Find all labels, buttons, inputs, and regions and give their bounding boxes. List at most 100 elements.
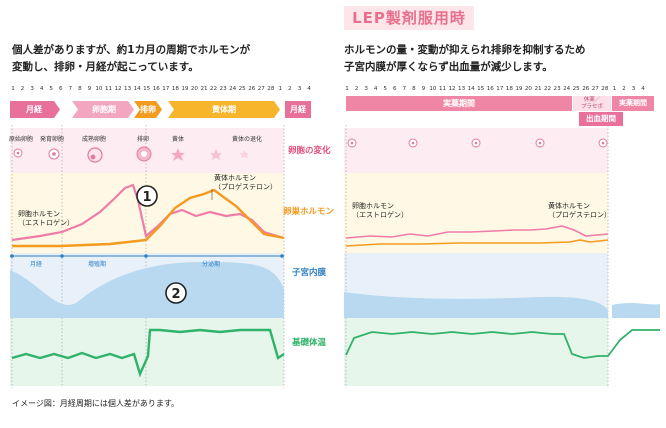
right-bbt-curve xyxy=(345,329,660,359)
left-bbt-band xyxy=(10,318,284,386)
menstruation-phase-shape xyxy=(10,101,60,118)
right-day-number: 3 xyxy=(631,86,636,92)
right-day-number: 26 xyxy=(582,86,590,92)
left-day-number: 16 xyxy=(152,86,160,92)
right-day-number: 2 xyxy=(354,86,359,92)
left-progesterone-label: 黄体ホルモン （プロゲステロン） xyxy=(214,174,277,192)
right-day-number: 22 xyxy=(543,86,552,92)
egg-icons-left xyxy=(13,146,249,163)
ovarian-hormone-label: 卵巣ホルモン xyxy=(283,207,335,217)
right-day-number: 16 xyxy=(486,86,494,92)
right-endometrium-next-shape xyxy=(612,302,660,318)
egg-label-ovulation: 排卵 xyxy=(137,136,150,143)
right-day-number: 18 xyxy=(505,86,513,92)
right-day-number: 11 xyxy=(438,86,447,92)
left-progesterone-curve xyxy=(12,188,285,248)
phase-menstruation-next: 月経 xyxy=(285,101,311,118)
left-day-number: 5 xyxy=(49,86,53,92)
placebo-line-2: プラセボ xyxy=(580,104,603,110)
left-day-number: 27 xyxy=(257,86,265,92)
left-day-number: 21 xyxy=(200,86,208,92)
corpus-luteum-icon xyxy=(171,148,185,161)
endometrium-label: 子宮内膜 xyxy=(292,268,327,278)
phase-follicular: 卵胞期 xyxy=(92,105,116,114)
left-day-number: 8 xyxy=(78,86,82,92)
left-day-number: 6 xyxy=(58,86,63,92)
active-period-bar: 実薬期間 xyxy=(346,96,572,111)
egg-change-label: 卵胞の変化 xyxy=(288,146,331,156)
placebo-label: 休薬／ プラセボ xyxy=(573,97,611,111)
left-day-number: 4 xyxy=(39,86,44,92)
right-day-number: 23 xyxy=(553,86,561,92)
right-day-number: 20 xyxy=(524,86,532,92)
corpus-luteum-regressing-icon xyxy=(210,149,222,160)
right-day-number: 9 xyxy=(421,86,426,92)
right-day-number: 1 xyxy=(612,86,617,92)
endometrium-proliferative-label: 増殖期 xyxy=(88,261,107,268)
corpus-luteum-faded-icon xyxy=(239,150,249,158)
egg-label-primordial: 原始卵胞 xyxy=(9,136,34,143)
left-day-number: 12 xyxy=(114,86,122,92)
bleeding-period-bar: 出血期間 xyxy=(579,112,623,126)
left-day-number: 18 xyxy=(171,86,179,92)
left-day-number: 28 xyxy=(267,86,275,92)
right-day-number: 17 xyxy=(496,86,504,92)
right-estrogen-curve xyxy=(345,225,609,239)
left-day-number: 3 xyxy=(297,86,302,92)
right-day-number: 14 xyxy=(467,86,475,92)
left-estrogen-curve xyxy=(11,183,285,242)
egg-label-corpus-luteum: 黄体 xyxy=(172,136,185,143)
left-description-line-1: 個人差がありますが、約1カ月の周期でホルモンが xyxy=(12,44,251,56)
footnote: イメージ図：月経周期には個人差があります。 xyxy=(12,399,180,408)
right-description: ホルモンの量・変動が抑えられ排卵を抑制するため 子宮内膜が厚くならず出血量が減少… xyxy=(344,42,586,76)
right-day-number: 4 xyxy=(641,86,645,92)
right-estrogen-label: 卵胞ホルモン （エストロゲン） xyxy=(352,202,408,220)
ovulation-phase-shape xyxy=(134,101,162,118)
left-progesterone-label-line-2: （プロゲステロン） xyxy=(214,183,277,191)
right-description-line-1: ホルモンの量・変動が抑えられ排卵を抑制するため xyxy=(344,44,586,56)
bbt-label: 基礎体温 xyxy=(292,338,327,348)
circle-number-1-label: 1 xyxy=(142,190,151,205)
left-day-number: 19 xyxy=(181,86,189,92)
right-progesterone-label: 黄体ホルモン （プロゲステロン） xyxy=(548,202,611,220)
right-description-line-2: 子宮内膜が厚くならず出血量が減少します。 xyxy=(344,61,553,73)
right-day-number: 24 xyxy=(563,86,571,92)
egg-label-growing: 発育卵胞 xyxy=(40,136,65,143)
endometrium-phase-markers xyxy=(10,254,284,258)
left-phase-bar xyxy=(10,101,280,118)
left-endometrium-shape xyxy=(10,262,284,318)
right-day-row: 1 2 3 4 5 6 7 8 9 10 11 12 13 14 15 16 17 18 19 20 21 22 23 24 2… xyxy=(0,86,666,94)
left-day-row: 1 2 3 4 5 6 7 8 9 10 11 12 13 14 15 16 17 18 19 20 21 22 23 24 2… xyxy=(0,86,330,94)
circle-number-2 xyxy=(165,282,187,304)
right-day-number: 4 xyxy=(373,86,378,92)
left-day-number: 23 xyxy=(219,86,227,92)
right-day-number: 15 xyxy=(477,86,485,92)
right-progesterone-label-line-1: 黄体ホルモン xyxy=(548,202,590,210)
right-day-number: 27 xyxy=(591,86,599,92)
left-day-number: 1 xyxy=(278,86,283,92)
active-period-next-bar: 実薬期間 xyxy=(612,96,654,111)
follicular-phase-shape xyxy=(72,101,134,118)
lep-title: LEP製剤服用時 xyxy=(344,6,474,30)
phase-menstruation: 月経 xyxy=(26,105,42,114)
right-hormone-band xyxy=(344,173,608,253)
right-estrogen-label-line-1: 卵胞ホルモン xyxy=(352,202,394,210)
left-day-number: 14 xyxy=(133,86,141,92)
right-day-number: 12 xyxy=(448,86,456,92)
right-day-number: 28 xyxy=(601,86,609,92)
left-day-number: 22 xyxy=(209,86,218,92)
phase-luteal: 黄体期 xyxy=(212,105,236,114)
right-day-number: 21 xyxy=(534,86,542,92)
left-description-line-2: 変動し、排卵・月経が起こっています。 xyxy=(12,61,199,73)
left-day-number: 25 xyxy=(238,86,246,92)
left-estrogen-label-line-2: （エストロゲン） xyxy=(18,219,74,227)
phase-ovulation: 排卵 xyxy=(140,105,156,114)
left-day-number: 13 xyxy=(124,86,132,92)
right-day-number: 8 xyxy=(412,86,416,92)
right-day-number: 19 xyxy=(515,86,523,92)
placebo-box: 休薬／ プラセボ xyxy=(573,96,611,111)
left-day-number: 1 xyxy=(11,86,15,92)
egg-label-mature: 成熟卵胞 xyxy=(82,136,107,143)
left-day-number: 2 xyxy=(288,86,292,92)
